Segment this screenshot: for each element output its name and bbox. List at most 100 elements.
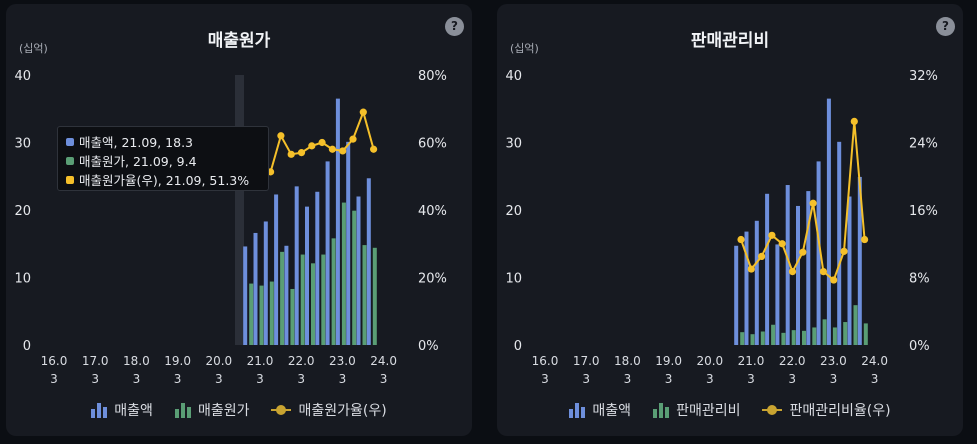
ratio-point xyxy=(788,267,797,276)
x-tick-label: 3 xyxy=(380,372,388,386)
x-tick-label: 3 xyxy=(706,372,714,386)
legend-item-ratio[interactable]: 매출원가율(우) xyxy=(271,400,387,420)
cost-bar xyxy=(362,245,367,345)
legend-label: 매출액 xyxy=(592,403,632,419)
x-tick-label: 22.0 xyxy=(779,354,806,368)
chart-tooltip: 매출액, 21.09, 18.3 매출원가, 21.09, 9.4 매출원가율(… xyxy=(57,126,269,191)
sales-bar xyxy=(816,161,821,345)
x-tick-label: 24.0 xyxy=(370,354,397,368)
sales-bar xyxy=(754,220,759,345)
y-left-tick-label: 10 xyxy=(505,272,522,287)
tooltip-row: 매출원가율(우), 21.09, 51.3% xyxy=(66,170,268,189)
x-tick-label: 3 xyxy=(297,372,305,386)
legend-item-sales[interactable]: 매출액 xyxy=(91,400,153,420)
sales-bar xyxy=(826,98,831,345)
x-tick-label: 3 xyxy=(747,372,755,386)
legend-item-cost[interactable]: 매출원가 xyxy=(174,400,250,420)
ratio-point xyxy=(339,147,347,155)
sales-bar xyxy=(325,161,330,345)
sales-bar xyxy=(356,196,361,345)
x-tick-label: 17.0 xyxy=(82,354,109,368)
y-right-tick-label: 0% xyxy=(909,339,930,354)
x-tick-label: 3 xyxy=(339,372,347,386)
x-tick-label: 16.0 xyxy=(532,354,559,368)
sga-chart[interactable]: (십억) 0 10 20 30 40 0% 8% 16% 24% 32% 16.0 3 17.0 3 18.0… xyxy=(497,4,963,399)
x-tick-label: 3 xyxy=(256,372,264,386)
chart-legend: 매출액 매출원가 매출원가율(우) xyxy=(6,400,472,420)
x-tick-label: 22.0 xyxy=(288,354,315,368)
hover-highlight-band xyxy=(235,75,244,345)
cost-bar xyxy=(341,202,346,345)
cost-bar xyxy=(290,288,295,345)
y-left-tick-label: 0 xyxy=(23,339,31,354)
ratio-point xyxy=(747,265,755,273)
legend-item-sga-ratio[interactable]: 판매관리비율(우) xyxy=(762,400,891,420)
cost-bar xyxy=(352,210,357,345)
cost-bar xyxy=(760,331,765,345)
sales-bar xyxy=(335,98,340,345)
cost-bar xyxy=(249,283,254,345)
ratio-point xyxy=(308,142,316,150)
ratio-point xyxy=(840,247,848,255)
sales-bar xyxy=(263,221,268,345)
cost-bar xyxy=(832,327,837,345)
line-dot-icon xyxy=(762,403,783,417)
sales-bar xyxy=(744,231,749,345)
bar-chart-icon xyxy=(569,402,586,418)
x-tick-label: 20.0 xyxy=(696,354,723,368)
tooltip-cost: 매출원가, 21.09, 9.4 xyxy=(79,154,197,169)
panel-title: 판매관리비 xyxy=(690,31,770,51)
x-tick-label: 3 xyxy=(50,372,58,386)
cost-bar xyxy=(280,251,285,345)
sales-bar xyxy=(346,141,351,345)
ratio-point xyxy=(737,235,745,244)
sales-bar xyxy=(734,245,739,345)
ratio-point xyxy=(830,276,838,284)
sales-bar xyxy=(857,176,862,345)
legend-item-sales[interactable]: 매출액 xyxy=(569,400,631,420)
x-tick-label: 20.0 xyxy=(205,354,232,368)
sales-bar xyxy=(775,244,780,345)
y-left-tick-label: 10 xyxy=(14,272,31,287)
y-right-tick-label: 0% xyxy=(418,339,439,354)
y-left-tick-label: 30 xyxy=(14,137,31,152)
x-tick-label: 3 xyxy=(582,372,590,386)
cost-bar xyxy=(812,327,817,345)
x-tick-label: 3 xyxy=(624,372,632,386)
sales-bar xyxy=(253,232,258,345)
cost-bar xyxy=(853,305,858,345)
sales-bar xyxy=(806,191,811,345)
x-tick-label: 18.0 xyxy=(123,354,150,368)
cost-of-sales-panel: 매출원가 ? (십억) 0 10 20 30 40 0% 20% 40% 60% 80% 16.0 3 1… xyxy=(6,4,472,436)
ratio-point xyxy=(778,240,786,248)
ratio-point xyxy=(768,231,776,239)
x-tick-label: 23.0 xyxy=(329,354,356,368)
help-icon[interactable]: ? xyxy=(445,17,464,36)
ratio-swatch xyxy=(66,175,74,184)
tooltip-row: 매출원가, 21.09, 9.4 xyxy=(66,151,268,170)
legend-item-sga[interactable]: 판매관리비 xyxy=(653,400,740,420)
cost-of-sales-chart[interactable]: (십억) 0 10 20 30 40 0% 20% 40% 60% 80% 16.0 3 17.0 3 18.… xyxy=(6,4,472,399)
y-axis-unit-label: (십억) xyxy=(510,42,539,55)
y-left-tick-label: 0 xyxy=(514,339,522,354)
cost-bar xyxy=(321,254,326,345)
cost-bar xyxy=(740,332,745,345)
legend-label: 매출원가율(우) xyxy=(298,403,387,419)
help-icon[interactable]: ? xyxy=(936,17,955,36)
sales-bar xyxy=(243,246,248,345)
y-right-tick-label: 32% xyxy=(909,69,938,84)
sales-swatch xyxy=(66,137,74,146)
cost-bar xyxy=(781,332,786,345)
y-axis-unit-label: (십억) xyxy=(19,42,48,55)
line-dot-icon xyxy=(271,403,292,417)
sales-bar xyxy=(294,186,299,345)
legend-label: 매출원가 xyxy=(197,403,250,419)
ratio-point xyxy=(318,138,326,147)
y-right-tick-label: 20% xyxy=(418,272,447,287)
x-tick-label: 3 xyxy=(871,372,879,386)
ratio-point xyxy=(349,135,357,143)
x-tick-label: 17.0 xyxy=(573,354,600,368)
ratio-point xyxy=(297,149,306,157)
bar-chart-icon xyxy=(91,402,108,418)
tooltip-ratio: 매출원가율(우), 21.09, 51.3% xyxy=(79,173,250,188)
